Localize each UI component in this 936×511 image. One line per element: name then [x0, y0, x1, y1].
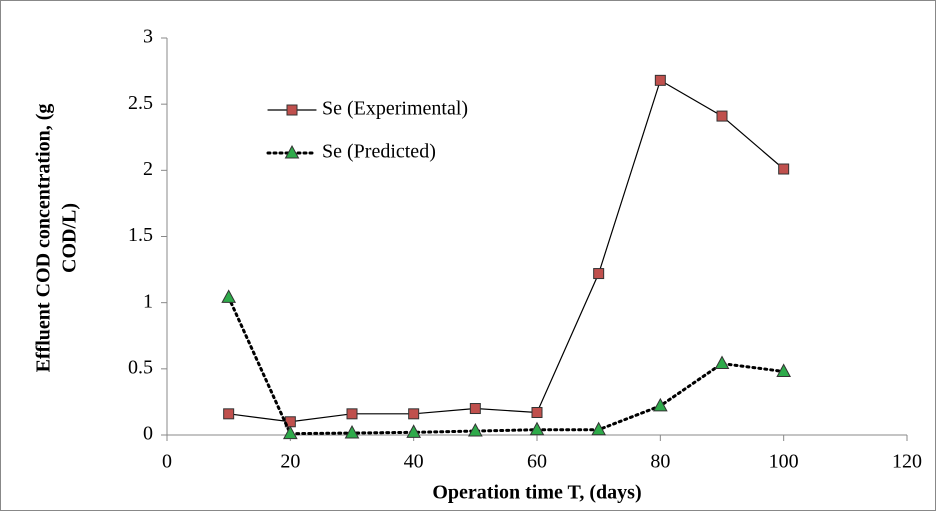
data-point — [406, 424, 422, 438]
legend-marker — [286, 104, 298, 116]
legend-label: Se (Predicted) — [322, 141, 436, 163]
data-point — [531, 407, 543, 419]
y-axis-label: COD/L) — [59, 203, 81, 273]
data-point — [282, 425, 298, 440]
data-point — [778, 163, 790, 175]
data-point — [467, 422, 483, 437]
y-axis-label: Effluent COD concentration, (g — [33, 104, 55, 373]
data-point — [714, 355, 730, 370]
y-tick-label: 1 — [143, 290, 153, 312]
data-point — [344, 424, 360, 439]
x-tick-label: 20 — [280, 451, 300, 473]
y-tick-label: 3 — [143, 26, 153, 48]
series-line — [228, 79, 785, 423]
y-tick-label: 2.5 — [128, 92, 153, 114]
y-tick-label: 1.5 — [128, 224, 153, 246]
x-tick-label: 120 — [892, 451, 922, 473]
x-tick-label: 80 — [650, 451, 670, 473]
y-tick-label: 0 — [143, 423, 153, 445]
data-point — [529, 421, 545, 436]
data-point — [221, 289, 237, 303]
data-point — [469, 403, 481, 415]
x-tick-label: 100 — [769, 451, 799, 473]
data-point — [591, 421, 607, 436]
data-point — [346, 408, 358, 420]
x-tick-label: 60 — [527, 451, 547, 473]
data-point — [654, 74, 666, 86]
data-point — [593, 268, 605, 280]
x-tick-label: 0 — [162, 451, 172, 473]
data-point — [716, 110, 728, 122]
x-axis-label: Operation time T, (days) — [432, 482, 641, 504]
y-tick-label: 0.5 — [128, 356, 153, 378]
data-point — [652, 397, 668, 412]
legend-label: Se (Experimental) — [322, 98, 468, 120]
data-point — [408, 408, 420, 420]
x-tick-label: 40 — [404, 451, 424, 473]
y-tick-label: 2 — [143, 158, 153, 180]
data-point — [776, 363, 792, 377]
series-line — [227, 295, 786, 436]
data-point — [223, 408, 235, 420]
legend-marker — [284, 144, 300, 159]
